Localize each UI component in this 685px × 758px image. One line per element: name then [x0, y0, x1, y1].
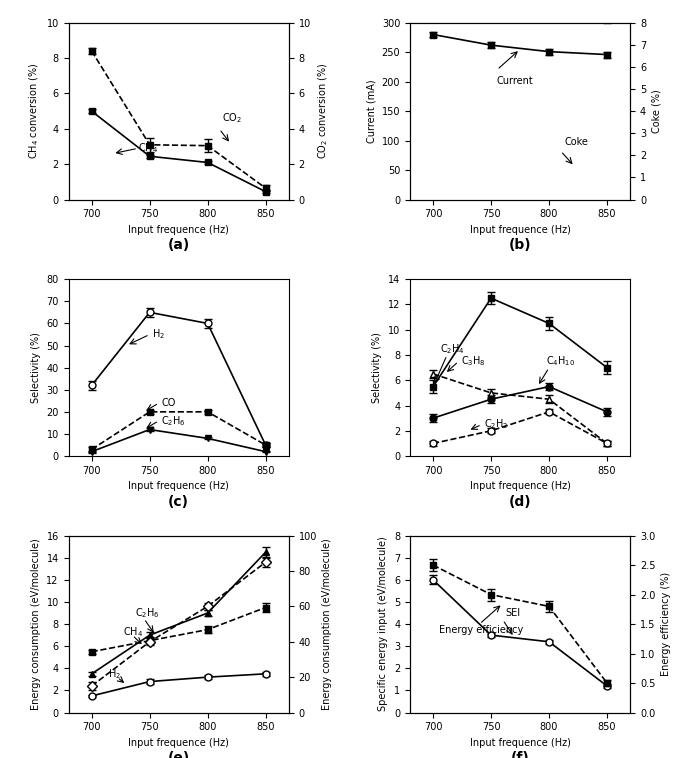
X-axis label: Input frequence (Hz): Input frequence (Hz) — [128, 225, 229, 235]
Text: Energy efficiency: Energy efficiency — [439, 625, 523, 635]
X-axis label: Input frequence (Hz): Input frequence (Hz) — [470, 481, 571, 491]
X-axis label: Input frequence (Hz): Input frequence (Hz) — [128, 481, 229, 491]
Text: CO$_2$: CO$_2$ — [221, 111, 242, 125]
Text: CO: CO — [161, 398, 175, 408]
Text: SEI: SEI — [505, 608, 520, 618]
Y-axis label: CO$_2$ conversion (%): CO$_2$ conversion (%) — [316, 63, 330, 159]
Y-axis label: Specific energy input (eV/molecule): Specific energy input (eV/molecule) — [378, 537, 388, 712]
Text: C$_3$H$_8$: C$_3$H$_8$ — [461, 355, 486, 368]
Text: H$_2$: H$_2$ — [108, 667, 121, 681]
Text: (a): (a) — [168, 238, 190, 252]
Y-axis label: CH$_4$ conversion (%): CH$_4$ conversion (%) — [27, 63, 41, 159]
Text: C$_2$H$_4$: C$_2$H$_4$ — [440, 342, 465, 356]
Y-axis label: Selectivity (%): Selectivity (%) — [31, 332, 41, 403]
Text: (d): (d) — [509, 494, 532, 509]
X-axis label: Input frequence (Hz): Input frequence (Hz) — [470, 738, 571, 748]
Text: Current: Current — [497, 76, 534, 86]
Y-axis label: Energy consumption (eV/molecule): Energy consumption (eV/molecule) — [323, 538, 332, 710]
Text: (f): (f) — [511, 751, 530, 758]
Text: (c): (c) — [168, 494, 189, 509]
X-axis label: Input frequence (Hz): Input frequence (Hz) — [470, 225, 571, 235]
Text: C$_2$H$_2$: C$_2$H$_2$ — [484, 418, 509, 431]
Text: (e): (e) — [168, 751, 190, 758]
Text: (b): (b) — [509, 238, 532, 252]
Y-axis label: Energy efficiency (%): Energy efficiency (%) — [661, 572, 671, 676]
Y-axis label: Selectivity (%): Selectivity (%) — [372, 332, 382, 403]
Text: Coke: Coke — [564, 136, 588, 146]
Text: H$_2$: H$_2$ — [152, 327, 165, 341]
Y-axis label: Energy consumption (eV/molecule): Energy consumption (eV/molecule) — [31, 538, 41, 710]
Text: CH$_4$: CH$_4$ — [138, 142, 158, 155]
Text: C$_4$H$_{10}$: C$_4$H$_{10}$ — [545, 355, 575, 368]
Y-axis label: Current (mA): Current (mA) — [366, 80, 376, 143]
Text: C$_2$H$_6$: C$_2$H$_6$ — [161, 414, 186, 428]
Text: C$_2$H$_6$: C$_2$H$_6$ — [134, 606, 160, 620]
Y-axis label: Coke (%): Coke (%) — [651, 89, 662, 133]
X-axis label: Input frequence (Hz): Input frequence (Hz) — [128, 738, 229, 748]
Text: CH$_4$: CH$_4$ — [123, 625, 143, 639]
